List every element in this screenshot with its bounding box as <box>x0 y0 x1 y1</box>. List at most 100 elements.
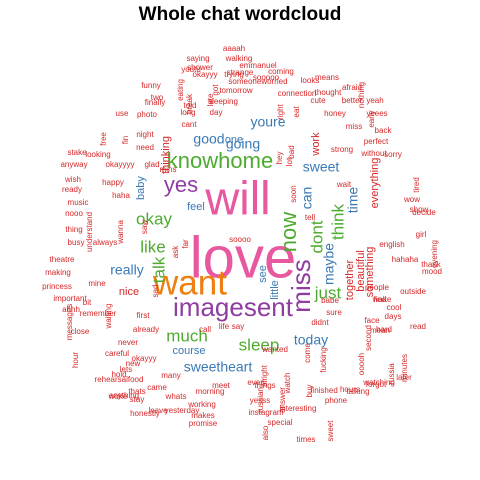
chart-title: Whole chat wordcloud <box>138 4 342 25</box>
word-hey: hey <box>275 152 284 165</box>
word-times: times <box>296 435 315 444</box>
word-promise: promise <box>189 419 218 428</box>
word-buy: buy <box>305 385 314 398</box>
word-much: much <box>166 326 208 345</box>
word-fucking: fucking <box>319 347 328 372</box>
word-mean: mean <box>370 326 390 335</box>
word-will: will <box>204 171 270 224</box>
word-yeah: yeah <box>366 96 383 105</box>
word-hahaha: hahaha <box>392 255 419 264</box>
word-special: special <box>268 418 293 427</box>
word-music: music <box>68 198 89 207</box>
word-face: face <box>364 316 380 325</box>
word-thank: thank <box>421 260 442 269</box>
word-now: now <box>276 212 301 252</box>
word-wake: wake <box>372 295 392 304</box>
word-ooooh: ooooh <box>357 353 366 375</box>
word-didnt: didnt <box>311 318 329 327</box>
word-mood: mood <box>422 267 442 276</box>
word-stay: stay <box>130 395 145 404</box>
word-afraid: afraid <box>342 83 362 92</box>
word-eat: eat <box>292 106 301 118</box>
word-stake: stake <box>67 148 87 157</box>
word-emmanuel: emmanuel <box>239 61 277 70</box>
word-finished: finished <box>310 386 338 395</box>
word-making: making <box>45 268 71 277</box>
word-babe: babe <box>321 296 339 305</box>
word-second: second <box>364 325 373 351</box>
word-mine: mine <box>88 279 106 288</box>
word-sad: sad <box>151 285 160 298</box>
word-outside: outside <box>400 287 426 296</box>
word-show: show <box>410 205 429 214</box>
word-woke: woke <box>108 392 128 401</box>
word-lets: lets <box>120 365 132 374</box>
word-saw: saw <box>140 220 149 234</box>
word-forgot: forgot <box>366 380 387 389</box>
word-waiting: waiting <box>104 304 113 330</box>
word-sorry: sorry <box>384 150 402 159</box>
word-going: going <box>226 136 260 152</box>
word-important: important <box>53 294 87 303</box>
word-soon: soon <box>289 185 298 202</box>
word-thought: thought <box>315 88 342 97</box>
word-love: love <box>190 225 296 290</box>
word-nooo: nooo <box>65 209 83 218</box>
word-always: always <box>93 238 117 247</box>
word-just: just <box>314 283 342 302</box>
word-miss: miss <box>346 122 362 131</box>
word-walking: walking <box>225 54 253 63</box>
word-free: free <box>99 132 108 146</box>
word-working: working <box>187 400 216 409</box>
word-many: many <box>161 371 181 380</box>
word-ask: ask <box>171 245 180 258</box>
word-morning: morning <box>196 387 225 396</box>
word-use: use <box>116 109 129 118</box>
word-yesterday: yesterday <box>165 406 200 415</box>
word-strong: strong <box>331 145 353 154</box>
word-sooooo: sooooo <box>253 73 280 82</box>
word-bad: bad <box>287 145 296 158</box>
word-two: two <box>151 93 164 102</box>
word-thinking: thinking <box>160 136 172 174</box>
word-phone: phone <box>325 396 348 405</box>
word-watching: watching <box>362 378 395 387</box>
word-instagram: instagram <box>248 408 283 417</box>
word-late: late <box>206 93 215 106</box>
word-without: without <box>360 149 387 158</box>
word-messages: messages <box>65 304 74 340</box>
word-later: later <box>396 373 412 382</box>
word-nothing: nothing <box>357 82 366 108</box>
word-day: day <box>210 108 223 117</box>
word-come: come <box>303 343 312 363</box>
word-find: find <box>374 295 387 304</box>
word-honey: honey <box>324 109 346 118</box>
word-okayyyy: okayyyy <box>106 160 135 169</box>
word-watch: watch <box>283 373 292 395</box>
word-thing: thing <box>65 225 82 234</box>
word-remember: remember <box>80 309 117 318</box>
word-sure: sure <box>326 308 342 317</box>
word-life: life <box>219 322 230 331</box>
word-also: also <box>261 425 270 440</box>
word-whats: whats <box>165 392 187 401</box>
word-wait: wait <box>336 180 352 189</box>
word-russia: russia <box>387 363 396 385</box>
word-perfect: perfect <box>364 137 389 146</box>
word-hold: hold <box>111 370 126 379</box>
word-got: got <box>211 84 220 96</box>
word-happy: happy <box>102 178 124 187</box>
word-talk: talk <box>149 256 168 283</box>
word-people: people <box>365 283 390 292</box>
word-thats: thats <box>128 387 145 396</box>
word-eating: eating <box>176 79 185 101</box>
word-shower: shower <box>187 63 213 72</box>
word-sweetheart: sweetheart <box>184 359 253 375</box>
word-someoneworried: someoneworried <box>228 77 287 86</box>
word-haha: haha <box>112 191 130 200</box>
word-okayyy: okayyy <box>193 70 218 79</box>
word-feel: feel <box>187 201 205 213</box>
word-minutes: minutes <box>400 354 409 382</box>
word-came: came <box>147 383 167 392</box>
word-good: good <box>193 131 224 147</box>
